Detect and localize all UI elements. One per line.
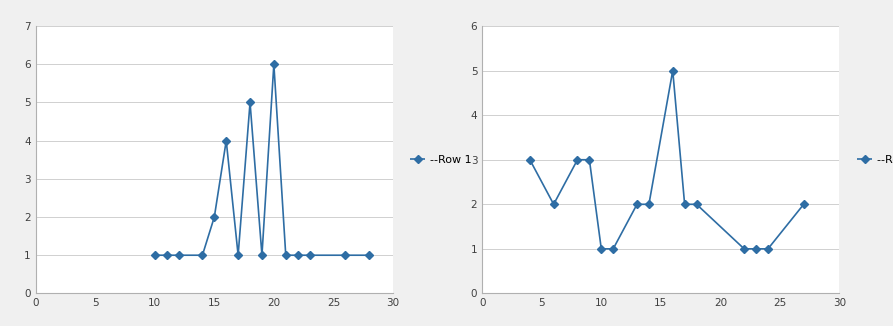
Legend: --Row 1: --Row 1	[852, 150, 893, 169]
Legend: --Row 1: --Row 1	[405, 150, 476, 169]
